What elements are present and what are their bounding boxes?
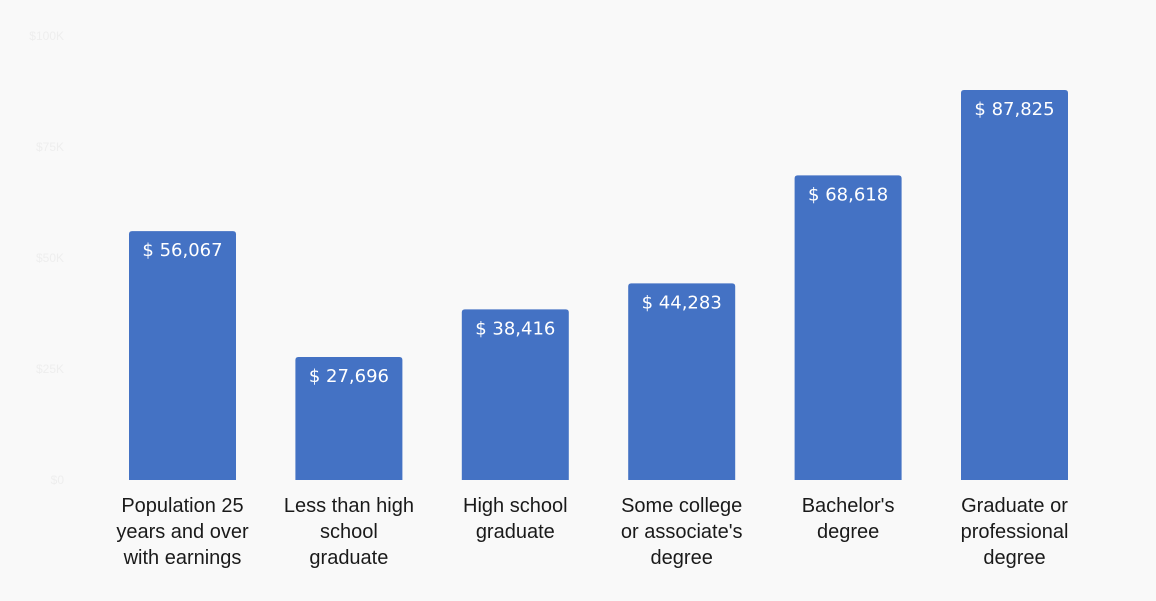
y-tick-label: $25K (36, 362, 64, 376)
bar (961, 90, 1068, 480)
bars-group (129, 90, 1068, 481)
y-tick-label: $75K (36, 140, 64, 154)
y-tick-label: $0 (51, 473, 65, 487)
category-label: Graduate or professional degree (961, 495, 1069, 569)
category-label: Less than high school graduate (284, 495, 414, 569)
bar (461, 309, 569, 480)
data-label: $ 38,416 (475, 318, 555, 339)
y-axis-ticks: $0 $25K $50K $75K $100K (29, 29, 64, 487)
bar (129, 231, 236, 480)
y-tick-label: $100K (29, 29, 64, 43)
bar (295, 357, 403, 480)
category-label: High school graduate (463, 495, 568, 543)
data-label: $ 87,825 (974, 99, 1054, 120)
data-label: $ 56,067 (142, 240, 222, 261)
category-label: Bachelor's degree (802, 495, 895, 543)
bar (628, 283, 736, 480)
y-tick-label: $50K (36, 251, 64, 265)
bar (794, 175, 902, 481)
category-label: Population 25 years and over with earnings (116, 495, 249, 569)
data-label: $ 27,696 (309, 366, 389, 387)
data-label: $ 68,618 (808, 184, 888, 205)
category-labels-group: Population 25 years and over with earnings… (116, 495, 1068, 569)
category-label: Some college or associate's degree (621, 495, 743, 569)
value-labels-group: $ 56,067 $ 27,696 $ 38,416 $ 44,283 $ 68,618… (142, 99, 1054, 387)
data-label: $ 44,283 (642, 292, 722, 313)
